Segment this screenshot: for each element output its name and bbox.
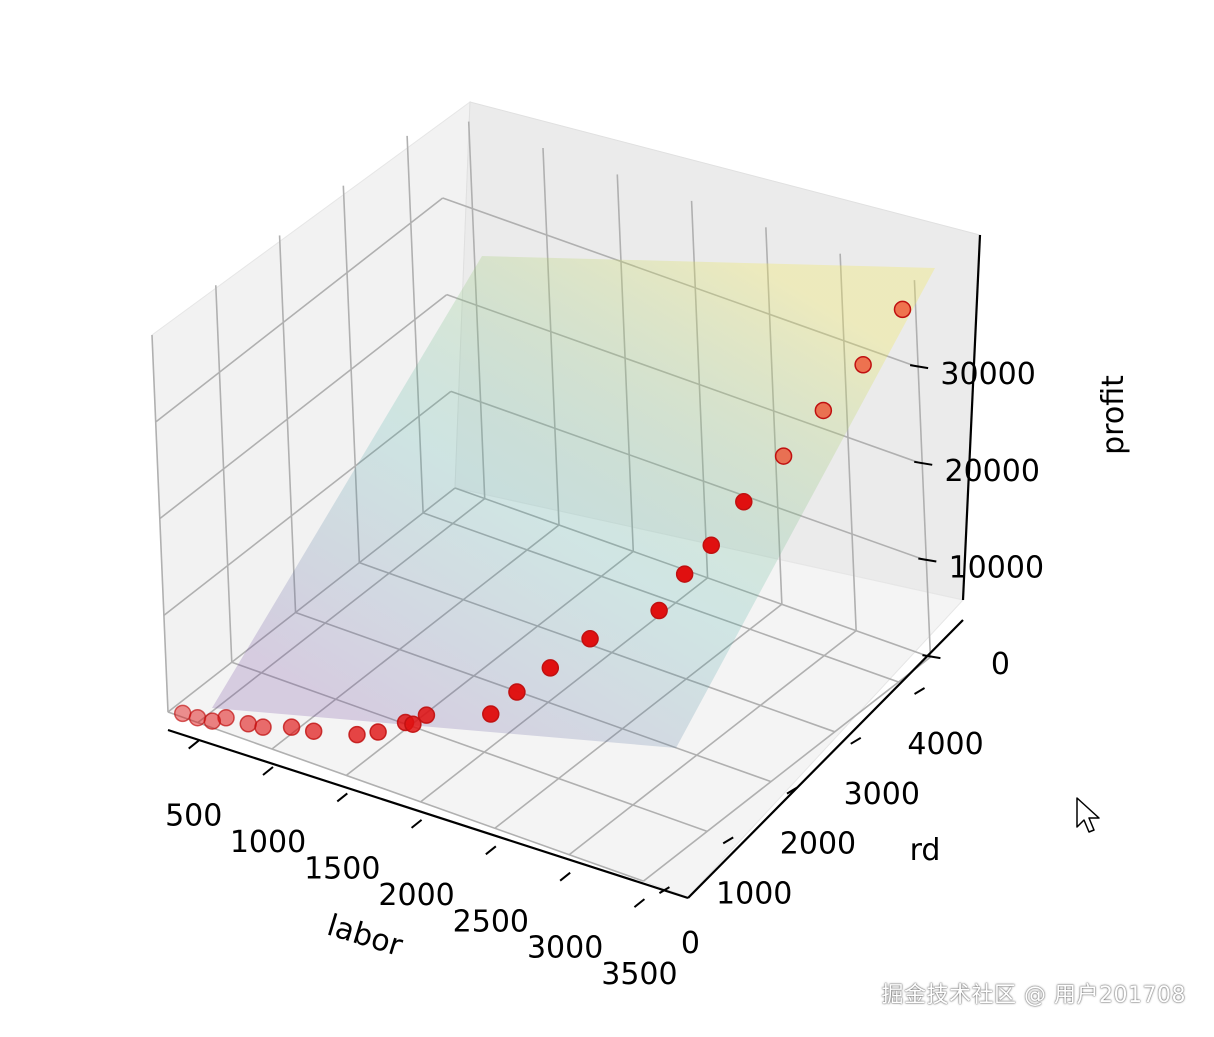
data-point: [893, 300, 912, 319]
data-point: [735, 493, 753, 511]
grid-line-y: [167, 711, 644, 882]
y-tick-mark: [658, 886, 670, 895]
x-tick-label: 2000: [378, 878, 454, 913]
x-tick-label: 2500: [453, 904, 529, 939]
z-tick-label: 30000: [940, 357, 1035, 392]
grid-line-y: [278, 235, 297, 613]
data-point: [675, 565, 694, 583]
data-point: [650, 601, 668, 620]
z-axis-title: profit: [1096, 375, 1131, 455]
data-point: [854, 356, 872, 374]
grid-line-x: [568, 630, 857, 856]
z-tick-label: 10000: [949, 550, 1044, 585]
z-tick-label: 0: [991, 647, 1010, 682]
z-tick-mark: [918, 557, 937, 563]
mouse-pointer-icon: [1076, 797, 1104, 841]
tick-labels: 5001000150020002500300035000100020003000…: [165, 357, 1044, 992]
x-tick-label: 3000: [527, 931, 603, 966]
y-tick-label: 3000: [844, 777, 920, 812]
data-point: [417, 706, 436, 724]
data-point: [702, 536, 720, 555]
tick-marks: [188, 364, 941, 908]
x-tick-label: 500: [165, 799, 222, 834]
data-point: [508, 683, 526, 701]
z-tick-mark: [914, 460, 933, 466]
data-point: [254, 718, 272, 736]
y-tick-label: 0: [681, 926, 700, 961]
data-point: [239, 715, 258, 733]
data-points: [173, 300, 912, 744]
y-axis-line: [687, 619, 964, 899]
grid-line-x: [642, 656, 931, 882]
data-point: [581, 630, 599, 648]
watermark: 掘金技术社区 @ 用户201708: [881, 983, 1186, 1008]
x-axis-line: [167, 728, 689, 900]
y-tick-label: 2000: [780, 827, 856, 862]
data-point: [348, 725, 366, 744]
x-tick-label: 3500: [601, 957, 677, 992]
x-tick-mark: [262, 766, 274, 776]
y-tick-mark: [786, 786, 798, 795]
z-tick-mark: [922, 654, 941, 660]
y-tick-label: 1000: [716, 876, 792, 911]
grid-line-z: [159, 294, 448, 520]
data-point: [404, 715, 422, 733]
z-tick-label: 20000: [945, 454, 1040, 489]
z-axis-line: [961, 234, 982, 601]
y-tick-mark: [850, 736, 862, 745]
x-tick-mark: [188, 739, 200, 750]
data-point: [203, 712, 222, 730]
x-axis-title: labor: [323, 908, 407, 964]
y-tick-label: 4000: [907, 727, 983, 762]
x-tick-label: 1000: [230, 825, 306, 860]
grid-line-x: [913, 280, 932, 658]
data-point: [541, 659, 560, 677]
data-point: [173, 704, 192, 723]
data-point: [369, 723, 387, 741]
x-tick-mark: [410, 819, 423, 829]
data-point: [188, 708, 207, 727]
regression-plane: [212, 256, 935, 748]
data-point: [814, 401, 833, 420]
data-point: [304, 722, 323, 740]
data-point: [282, 718, 301, 736]
x-tick-label: 1500: [304, 851, 380, 886]
grid-line-y: [214, 285, 233, 663]
x-tick-mark: [559, 871, 571, 882]
x-tick-mark: [336, 792, 348, 803]
x-tick-mark: [485, 845, 497, 856]
y-tick-mark: [914, 687, 926, 695]
x-tick-mark: [633, 898, 646, 908]
grid-line-y: [151, 334, 169, 713]
grid-line-z: [155, 197, 444, 423]
y-axis-title: rd: [910, 833, 941, 868]
data-point: [774, 447, 793, 465]
z-tick-mark: [909, 364, 929, 370]
y-tick-mark: [722, 836, 734, 845]
data-point: [482, 705, 500, 723]
